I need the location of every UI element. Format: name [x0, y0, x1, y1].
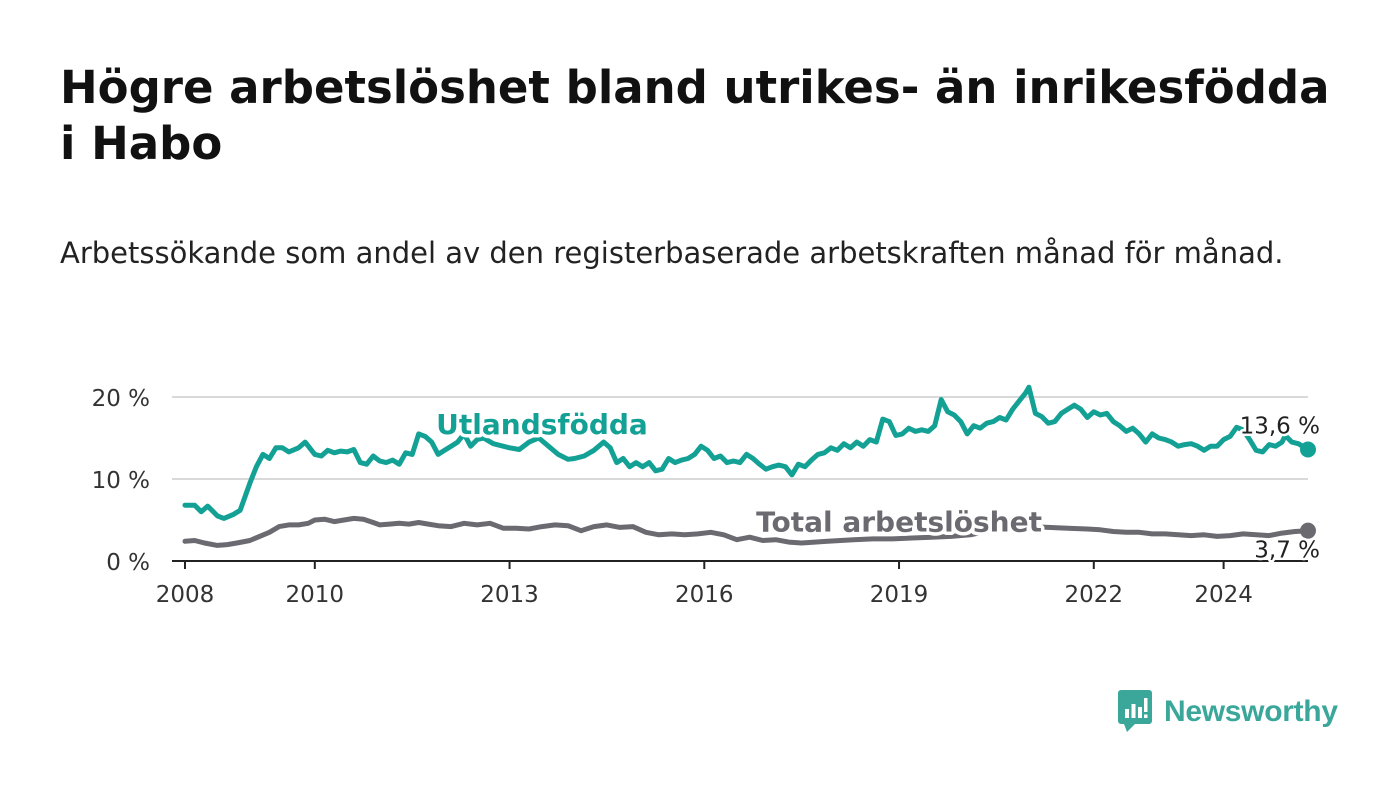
- axes: 0 % 10 % 20 % 2008 2010 2013 2016 2019 2022 2024: [92, 386, 1308, 608]
- series-end-label: 13,6 %: [1240, 413, 1320, 439]
- x-tick-label: 2024: [1194, 582, 1253, 608]
- series-labels: 13,6 % Utlandsfödda 3,7 % Total arbetslöshe…: [433, 404, 1323, 566]
- x-tick-label: 2016: [675, 582, 734, 608]
- y-tick-label: 0 %: [106, 550, 150, 576]
- x-tick-label: 2010: [286, 582, 345, 608]
- series-lines: [182, 384, 1311, 548]
- bar-chart-logo-icon: [1118, 690, 1152, 732]
- series-name-label: Utlandsfödda: [436, 408, 648, 441]
- series-end-dot: [1300, 441, 1316, 458]
- newsworthy-logo[interactable]: Newsworthy: [1118, 690, 1338, 734]
- series-line-utlandsf-dda: [182, 384, 1311, 521]
- gridlines: [172, 396, 1308, 480]
- x-tick-label: 2022: [1065, 582, 1124, 608]
- chart-title: Högre arbetslöshet bland utrikes- än inr…: [60, 61, 1330, 170]
- series-end-dot: [1300, 522, 1316, 539]
- y-tick-label: 20 %: [92, 386, 150, 412]
- series-line-total-arbetsl-shet: [182, 515, 1311, 548]
- x-tick-label: 2019: [870, 582, 929, 608]
- chart-subtitle: Arbetssökande som andel av den registerb…: [60, 236, 1284, 270]
- logo-text: Newsworthy: [1164, 695, 1338, 728]
- series-name-label: Total arbetslöshet: [756, 505, 1042, 538]
- x-tick-label: 2013: [480, 582, 539, 608]
- y-tick-label: 10 %: [92, 468, 150, 494]
- x-tick-label: 2008: [156, 582, 215, 608]
- series-end-label: 3,7 %: [1254, 538, 1320, 564]
